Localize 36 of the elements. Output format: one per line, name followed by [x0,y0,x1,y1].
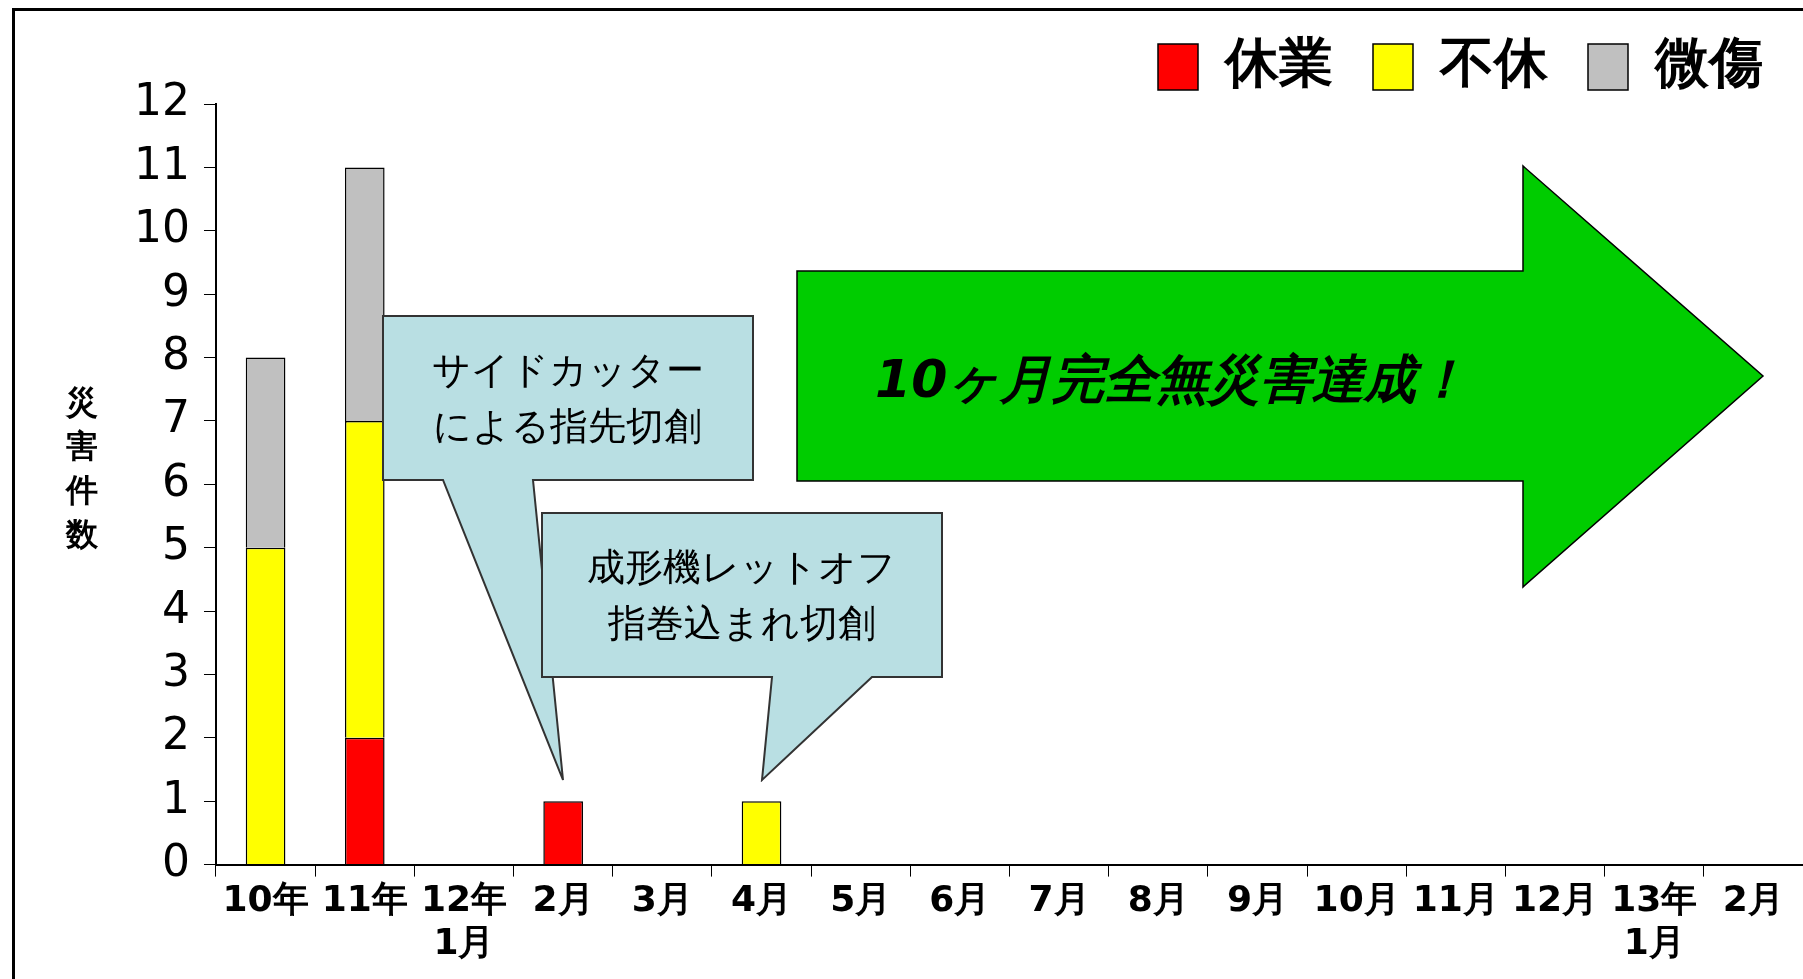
x-tick-label: 10年 [222,877,309,919]
x-tick-label: 11月 [1412,877,1499,919]
legend-label: 微傷 [1653,31,1763,95]
x-tick-label: 5月 [830,877,892,919]
x-tick-label: 9月 [1226,877,1288,919]
annotation: サイドカッターによる指先切創 [431,347,705,450]
legend-label: 不休 [1438,31,1549,95]
x-tick-label: 7月 [1028,877,1090,919]
x-tick-label: 13年 1月 [1611,877,1698,962]
x-tick-label: 8月 [1127,877,1189,919]
x-tick-label: 10月 [1313,877,1400,919]
y-tick-label: 2 [161,708,190,760]
y-tick-label: 4 [161,581,190,633]
x-tick-label: 12年 1月 [420,877,508,962]
y-tick-label: 8 [161,327,190,379]
x-tick-label: 12月 [1511,877,1599,919]
x-tick-label: 3月 [631,877,693,919]
y-axis-title: 災害件数 [64,382,99,555]
y-tick-label: 9 [161,264,190,316]
annotation: 10ヶ月完全無災害達成！ [875,348,1469,411]
y-tick-label: 1 [161,771,190,823]
y-tick-label: 7 [161,391,190,443]
y-tick-label: 3 [161,644,190,696]
x-tick-label: 4月 [730,877,793,919]
y-tick-label: 5 [161,518,190,570]
legend-label: 休業 [1223,31,1333,95]
x-tick-label: 2月 [1722,877,1784,919]
y-tick-label: 11 [133,137,190,189]
x-tick-label: 6月 [929,877,991,919]
x-tick-label: 2月 [532,877,594,919]
y-tick-label: 10 [133,201,190,253]
y-tick-label: 12 [133,74,190,126]
y-tick-label: 0 [161,835,190,887]
x-tick-label: 11年 [321,877,408,919]
annotation: 成形機レットオフ指巻込まれ切創 [586,544,898,647]
y-tick-label: 6 [161,454,190,506]
